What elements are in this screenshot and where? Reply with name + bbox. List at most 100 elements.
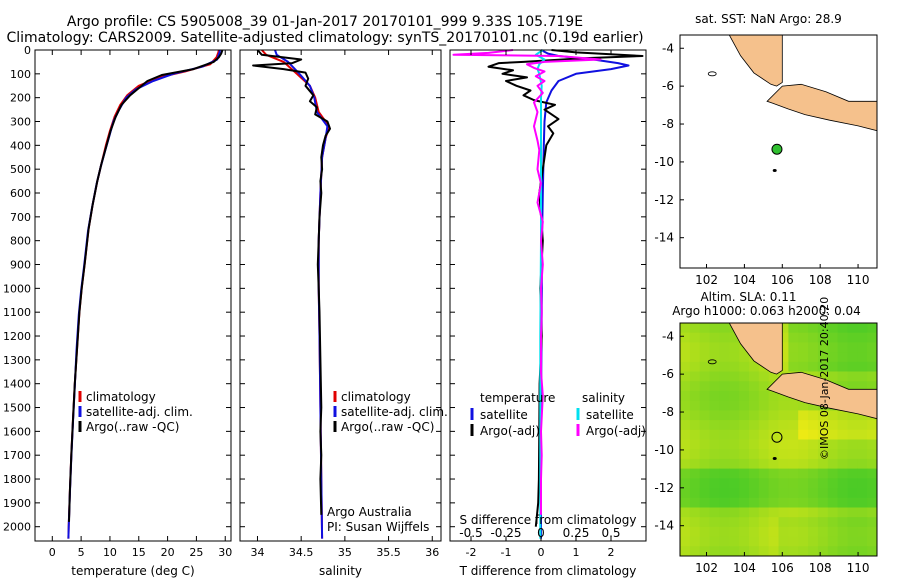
- sla-cell: [749, 468, 760, 479]
- sla-cell: [847, 361, 858, 372]
- xtick-label-salinity-diff: 0.5: [601, 526, 620, 540]
- sla-cell: [758, 429, 770, 440]
- sla-cell: [709, 439, 720, 450]
- sla-cell: [847, 439, 858, 450]
- sla-cell: [729, 497, 740, 508]
- sla-cell: [739, 429, 750, 440]
- panel-difference: -2 -1 0 1 2 T difference from climatology: [449, 49, 647, 578]
- sla-cell: [739, 536, 750, 547]
- sla-cell: [778, 352, 789, 363]
- ytick-label: 2000: [3, 521, 31, 534]
- ytick-label: 1100: [3, 306, 31, 319]
- sla-cell: [798, 468, 809, 479]
- sla-cell: [847, 497, 858, 508]
- sla-cell: [758, 449, 770, 460]
- sla-cell: [827, 332, 839, 343]
- ytick-label: 100: [10, 68, 31, 81]
- sla-cell: [729, 449, 740, 460]
- sla-cell: [709, 323, 720, 334]
- sla-cell: [689, 400, 701, 411]
- panel-salinity: 34 34.5 35 35.5 36 salinity: [239, 49, 442, 578]
- sla-cell: [729, 546, 740, 556]
- sla-cell: [817, 517, 829, 528]
- sla-cell: [699, 488, 710, 499]
- sla-cell: [808, 352, 819, 363]
- sla-cell: [867, 342, 877, 353]
- sla-cell: [778, 429, 789, 440]
- sla-cell: [758, 391, 770, 402]
- sla-cell: [689, 371, 701, 382]
- island-christmas: [772, 456, 777, 460]
- sla-cell: [867, 497, 877, 508]
- sla-cell: [699, 497, 710, 508]
- sla-cell: [719, 420, 730, 431]
- sla-cell: [699, 420, 710, 431]
- sla-cell: [817, 488, 829, 499]
- ytick-label: 400: [10, 139, 31, 152]
- sla-cell: [867, 449, 877, 460]
- sla-cell: [788, 439, 799, 450]
- sla-cell: [837, 439, 848, 450]
- series-line-difference-3: [452, 49, 602, 515]
- sla-cell: [837, 429, 848, 440]
- sla-cell: [699, 449, 710, 460]
- sla-cell: [719, 391, 730, 402]
- sla-cell: [798, 410, 809, 421]
- sla-cell: [788, 323, 799, 334]
- figure-title-line1: Argo profile: CS 5905008_39 01-Jan-2017 …: [66, 14, 584, 30]
- map-ytick-label: -12: [654, 193, 674, 207]
- sla-cell: [768, 420, 779, 431]
- sla-cell: [709, 478, 720, 489]
- sla-cell: [689, 342, 701, 353]
- sla-cell: [857, 458, 868, 470]
- ytick-label: 300: [10, 116, 31, 129]
- sla-cell: [788, 468, 799, 479]
- sla-cell: [689, 381, 701, 392]
- sla-cell: [827, 429, 839, 440]
- xlabel-top-difference: S difference from climatology: [460, 513, 637, 527]
- sla-cell: [827, 526, 839, 538]
- sla-cell: [808, 458, 819, 470]
- sla-cell: [837, 352, 848, 363]
- xtick-label-salinity-diff: 0: [537, 526, 545, 540]
- sla-cell: [680, 478, 691, 489]
- sla-cell: [758, 488, 770, 499]
- sla-cell: [808, 410, 819, 421]
- sla-cell: [709, 410, 720, 421]
- sla-cell: [749, 517, 760, 528]
- sla-cell: [837, 420, 848, 431]
- sla-cell: [729, 352, 740, 363]
- sla-cell: [749, 507, 760, 518]
- sla-cell: [758, 410, 770, 421]
- sla-cell: [798, 361, 809, 372]
- sla-cell: [709, 381, 720, 392]
- series-line-salinity-2: [252, 49, 331, 515]
- sla-cell: [788, 400, 799, 411]
- sla-cell: [837, 410, 848, 421]
- sla-cell: [758, 497, 770, 508]
- sla-cell: [847, 546, 858, 556]
- sla-cell: [778, 391, 789, 402]
- sla-cell: [689, 468, 701, 479]
- sla-cell: [689, 497, 701, 508]
- sla-cell: [768, 391, 779, 402]
- sla-cell: [837, 458, 848, 470]
- series-line-temperature-2: [68, 49, 224, 522]
- sla-cell: [798, 458, 809, 470]
- sla-cell: [699, 391, 710, 402]
- ytick-label: 600: [10, 187, 31, 200]
- copyright-stamp: ©IMOS 08-Jan-2017 20:40:20: [818, 296, 831, 460]
- sla-cell: [817, 507, 829, 518]
- sla-cell: [788, 420, 799, 431]
- xtick-label-salinity: 35: [338, 546, 352, 559]
- sla-cell: [680, 420, 691, 431]
- sla-cell: [729, 371, 740, 382]
- sla-cell: [827, 361, 839, 372]
- sla-cell: [749, 546, 760, 556]
- sla-cell: [778, 410, 789, 421]
- map-ytick-label: -8: [662, 405, 674, 419]
- map-ytick-label: -14: [654, 519, 674, 533]
- sla-cell: [847, 488, 858, 499]
- sla-cell: [788, 352, 799, 363]
- xtick-label-salinity: 34.5: [289, 546, 314, 559]
